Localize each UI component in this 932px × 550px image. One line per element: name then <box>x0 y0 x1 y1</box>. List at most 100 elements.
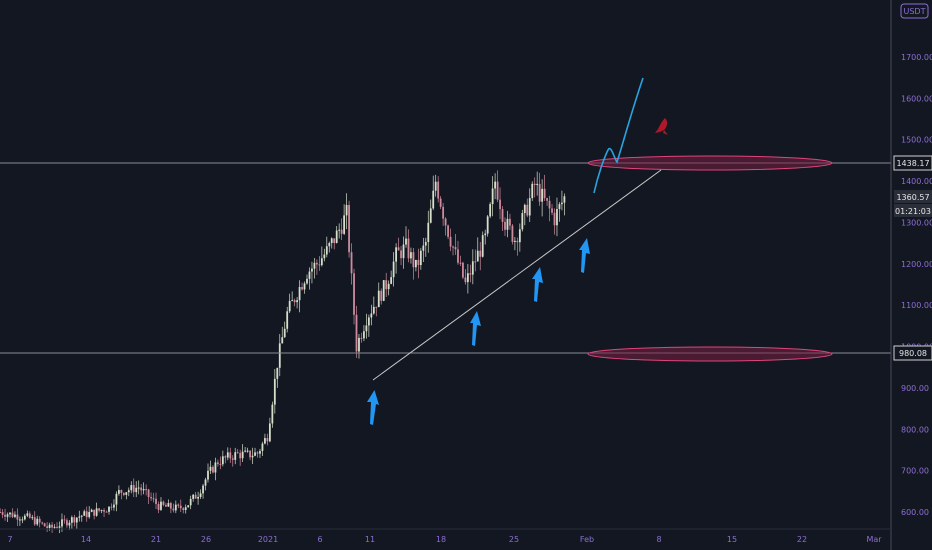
y-axis[interactable]: 1700.00 1600.00 1500.00 1400.00 1300.00 1200.… <box>901 53 932 517</box>
candle-body <box>447 225 449 237</box>
candle-body <box>31 517 34 519</box>
candle-body <box>254 452 256 456</box>
candle-body <box>276 367 279 379</box>
candle-body <box>400 250 402 259</box>
currency-badge[interactable] <box>900 3 929 19</box>
candle-body <box>288 300 291 312</box>
candle-body <box>147 489 150 498</box>
candle-body <box>184 507 187 511</box>
candle-body <box>140 487 143 491</box>
candle-body <box>88 511 91 518</box>
y-tick-label: 1400.00 <box>901 177 932 186</box>
candle-body <box>150 497 152 499</box>
candles-layer <box>0 170 566 534</box>
candle-body <box>231 458 234 460</box>
candle-body <box>385 280 388 290</box>
currency-label: USDT <box>904 7 926 16</box>
candle-body <box>197 496 199 499</box>
y-tick-label: 1700.00 <box>901 53 932 62</box>
candle-body <box>370 313 373 318</box>
candle-body <box>338 229 341 231</box>
candle-body <box>491 188 494 205</box>
candle-body <box>236 452 239 454</box>
candle-body <box>36 518 39 525</box>
candle-body <box>120 490 123 493</box>
candle-body <box>444 218 447 226</box>
candle-body <box>434 181 437 191</box>
candle-body <box>281 337 284 344</box>
candle-body <box>462 262 464 278</box>
candle-body <box>224 456 227 458</box>
candle-body <box>360 337 363 339</box>
candle-body <box>536 183 539 185</box>
support-price-text: 980.08 <box>899 349 927 358</box>
candle-body <box>471 261 474 275</box>
candle-body <box>268 423 271 442</box>
candle-body <box>118 490 120 494</box>
last-price-label <box>894 190 932 203</box>
trendline[interactable] <box>372 169 662 381</box>
candle-body <box>145 489 148 491</box>
candle-body <box>523 204 526 214</box>
candle-body <box>266 438 269 442</box>
candle-body <box>306 278 308 284</box>
candle-body <box>417 259 420 266</box>
candle-body <box>226 452 229 458</box>
candle-body <box>298 287 301 301</box>
candle-body <box>174 504 177 511</box>
candle-body <box>320 258 323 266</box>
candle-body <box>264 438 266 444</box>
candle-body <box>90 509 93 512</box>
candle-body <box>501 209 504 222</box>
candle-body <box>499 199 501 210</box>
candle-body <box>241 451 244 459</box>
x-tick-label: 6 <box>317 535 322 544</box>
candle-body <box>83 511 86 516</box>
candle-body <box>130 485 133 491</box>
candle-body <box>278 343 281 368</box>
candle-body <box>259 450 261 454</box>
projection-path[interactable] <box>593 77 644 194</box>
candle-body <box>261 443 264 451</box>
candle-body <box>511 225 514 242</box>
candle-body <box>11 512 14 517</box>
candle-body <box>481 235 484 257</box>
candle-body <box>85 511 88 518</box>
candle-body <box>16 514 19 520</box>
candle-body <box>165 504 167 507</box>
candle-body <box>355 314 358 352</box>
candle-body <box>509 218 511 226</box>
x-axis[interactable]: 7 14 21 26 2021 6 11 18 25 Feb 8 15 22 Mar <box>7 535 882 544</box>
x-tick-label: 22 <box>797 535 807 544</box>
x-tick-label: 11 <box>365 535 375 544</box>
candle-body <box>98 508 100 511</box>
candle-body <box>127 490 130 493</box>
resistance-zone[interactable] <box>587 155 833 171</box>
candle-body <box>182 508 185 511</box>
candle-body <box>273 378 276 405</box>
candle-body <box>6 514 9 517</box>
candle-body <box>26 513 29 516</box>
candle-body <box>466 273 469 283</box>
candle-body <box>484 233 487 236</box>
candle-body <box>207 470 209 480</box>
candle-body <box>162 501 165 505</box>
support-zone[interactable] <box>587 346 833 362</box>
candle-body <box>330 238 333 244</box>
candle-body <box>100 510 103 512</box>
candle-body <box>63 519 66 521</box>
candle-body <box>286 311 289 329</box>
candle-body <box>526 204 529 216</box>
candle-body <box>546 198 548 201</box>
y-tick-label: 1300.00 <box>901 218 932 227</box>
candle-body <box>4 514 6 517</box>
rocket-icon <box>655 118 668 135</box>
y-tick-label: 1600.00 <box>901 94 932 103</box>
candle-body <box>489 204 492 217</box>
candle-body <box>103 510 105 512</box>
candle-body <box>21 519 24 521</box>
candle-body <box>422 245 425 251</box>
candle-body <box>209 466 212 471</box>
candle-body <box>48 524 51 528</box>
